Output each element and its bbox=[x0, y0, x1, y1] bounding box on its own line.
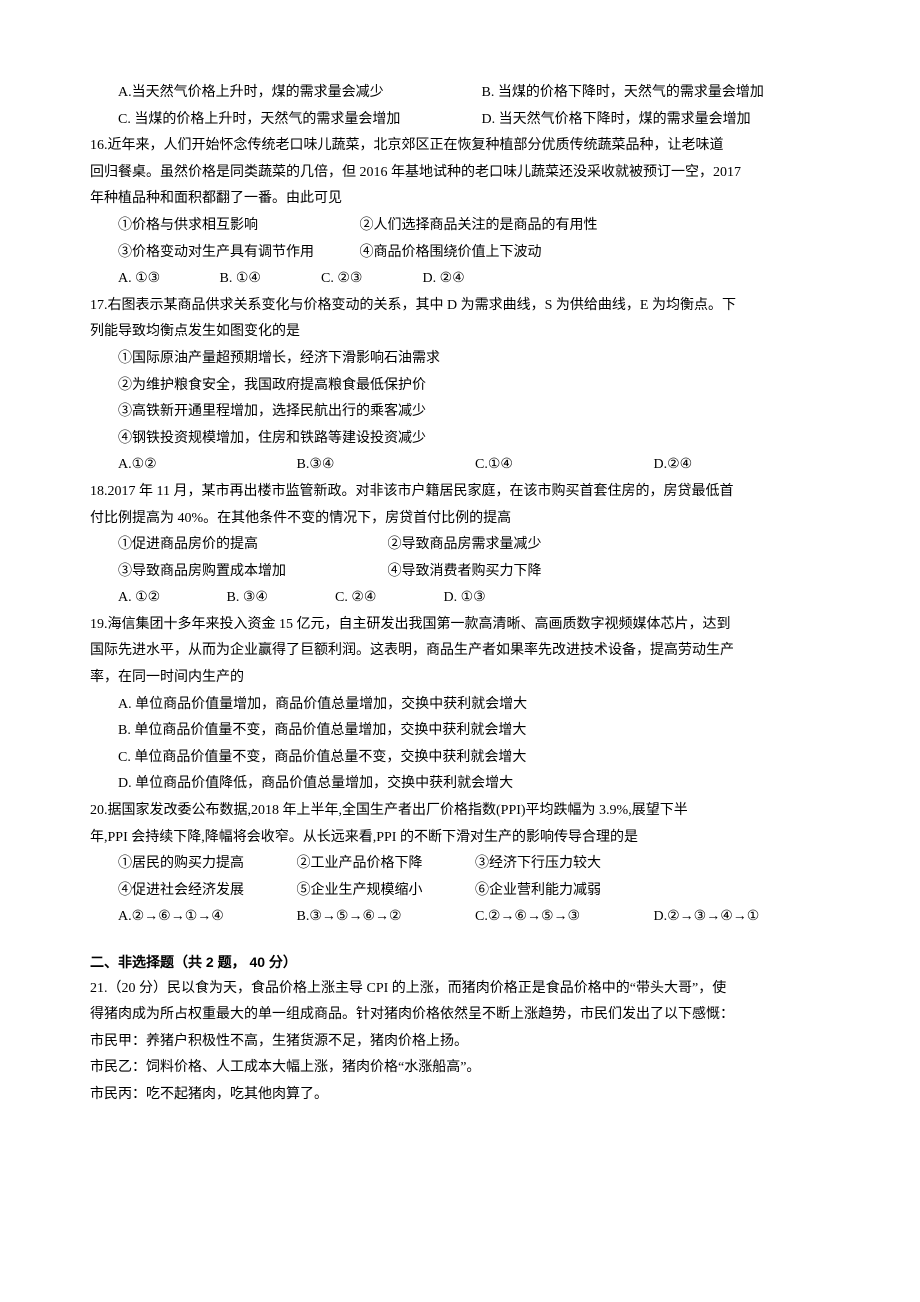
q18-option-row: A. ①② B. ③④ C. ②④ D. ①③ bbox=[90, 585, 830, 612]
q16-option-c: C. ②③ bbox=[321, 266, 419, 293]
q16-stem-line-1: 16.近年来，人们开始怀念传统老口味儿蔬菜，北京郊区正在恢复种植部分优质传统蔬菜… bbox=[90, 133, 830, 160]
q17-option-a: A.①② bbox=[118, 452, 293, 479]
q18-statement-4: ④导致消费者购买力下降 bbox=[388, 559, 542, 586]
q18-option-c: C. ②④ bbox=[335, 585, 440, 612]
q15-option-a: A.当天然气价格上升时，煤的需求量会减少 bbox=[118, 80, 478, 107]
q17-option-d: D.②④ bbox=[654, 452, 693, 479]
q20-option-row: A.②→⑥→①→④ B.③→⑤→⑥→② C.②→⑥→⑤→③ D.②→③→④→① bbox=[90, 904, 830, 931]
q18-statement-2: ②导致商品房需求量减少 bbox=[388, 532, 542, 559]
q17-option-row: A.①② B.③④ C.①④ D.②④ bbox=[90, 452, 830, 479]
q16-option-a: A. ①③ bbox=[118, 266, 216, 293]
q17-statement-2: ②为维护粮食安全，我国政府提高粮食最低保护价 bbox=[90, 373, 830, 400]
q20-option-d: D.②→③→④→① bbox=[654, 904, 760, 931]
q20-statement-6: ⑥企业营利能力减弱 bbox=[475, 878, 601, 905]
q15-option-c: C. 当煤的价格上升时，天然气的需求量会增加 bbox=[118, 107, 478, 134]
q16-option-d: D. ②④ bbox=[423, 266, 465, 293]
q16-stem-line-3: 年种植品种和面积都翻了一番。由此可见 bbox=[90, 186, 830, 213]
q19-option-a: A. 单位商品价值量增加，商品价值总量增加，交换中获利就会增大 bbox=[90, 692, 830, 719]
q21-stem-line-1: 21.（20 分）民以食为天，食品价格上涨主导 CPI 的上涨，而猪肉价格正是食… bbox=[90, 976, 830, 1003]
q17-statement-4: ④钢铁投资规模增加，住房和铁路等建设投资减少 bbox=[90, 426, 830, 453]
q19-option-c: C. 单位商品价值量不变，商品价值总量不变，交换中获利就会增大 bbox=[90, 745, 830, 772]
q16-statement-2: ②人们选择商品关注的是商品的有用性 bbox=[360, 213, 598, 240]
q18-statement-row-2: ③导致商品房购置成本增加 ④导致消费者购买力下降 bbox=[90, 559, 830, 586]
q19-stem-line-2: 国际先进水平，从而为企业赢得了巨额利润。这表明，商品生产者如果率先改进技术设备，… bbox=[90, 638, 830, 665]
q18-statement-1: ①促进商品房价的提高 bbox=[118, 532, 384, 559]
q20-stem-line-1: 20.据国家发改委公布数据,2018 年上半年,全国生产者出厂价格指数(PPI)… bbox=[90, 798, 830, 825]
q15-option-row-1: A.当天然气价格上升时，煤的需求量会减少 B. 当煤的价格下降时，天然气的需求量… bbox=[90, 80, 830, 107]
q20-statement-3: ③经济下行压力较大 bbox=[475, 851, 601, 878]
q15-option-b: B. 当煤的价格下降时，天然气的需求量会增加 bbox=[482, 80, 764, 107]
q16-stem-line-2: 回归餐桌。虽然价格是同类蔬菜的几倍，但 2016 年基地试种的老口味儿蔬菜还没采… bbox=[90, 160, 830, 187]
q18-option-b: B. ③④ bbox=[227, 585, 332, 612]
q16-option-row: A. ①③ B. ①④ C. ②③ D. ②④ bbox=[90, 266, 830, 293]
q17-statement-1: ①国际原油产量超预期增长，经济下滑影响石油需求 bbox=[90, 346, 830, 373]
q20-statement-2: ②工业产品价格下降 bbox=[297, 851, 472, 878]
q17-statement-3: ③高铁新开通里程增加，选择民航出行的乘客减少 bbox=[90, 399, 830, 426]
q21-stem-1-text: （20 分）民以食为天，食品价格上涨主导 CPI 的上涨，而猪肉价格正是食品价格… bbox=[108, 981, 727, 996]
q16-statement-1: ①价格与供求相互影响 bbox=[118, 213, 356, 240]
q20-option-b: B.③→⑤→⑥→② bbox=[297, 904, 472, 931]
q20-statement-4: ④促进社会经济发展 bbox=[118, 878, 293, 905]
q18-option-a: A. ①② bbox=[118, 585, 223, 612]
q20-statement-row-1: ①居民的购买力提高 ②工业产品价格下降 ③经济下行压力较大 bbox=[90, 851, 830, 878]
q20-statement-row-2: ④促进社会经济发展 ⑤企业生产规模缩小 ⑥企业营利能力减弱 bbox=[90, 878, 830, 905]
q21-citizen-c: 市民丙：吃不起猪肉，吃其他肉算了。 bbox=[90, 1082, 830, 1109]
q16-statement-row-2: ③价格变动对生产具有调节作用 ④商品价格围绕价值上下波动 bbox=[90, 240, 830, 267]
q19-stem-line-3: 率，在同一时间内生产的 bbox=[90, 665, 830, 692]
q19-stem-line-1: 19.海信集团十多年来投入资金 15 亿元，自主研发出我国第一款高清晰、高画质数… bbox=[90, 612, 830, 639]
q18-statement-3: ③导致商品房购置成本增加 bbox=[118, 559, 384, 586]
q17-stem-line-1: 17.右图表示某商品供求关系变化与价格变动的关系，其中 D 为需求曲线，S 为供… bbox=[90, 293, 830, 320]
q17-option-c: C.①④ bbox=[475, 452, 650, 479]
q21-stem-line-2: 得猪肉成为所占权重最大的单一组成商品。针对猪肉价格依然呈不断上涨趋势，市民们发出… bbox=[90, 1002, 830, 1029]
q16-statement-row-1: ①价格与供求相互影响 ②人们选择商品关注的是商品的有用性 bbox=[90, 213, 830, 240]
q18-stem-line-2: 付比例提高为 40%。在其他条件不变的情况下，房贷首付比例的提高 bbox=[90, 506, 830, 533]
q16-statement-3: ③价格变动对生产具有调节作用 bbox=[118, 240, 356, 267]
q15-option-row-2: C. 当煤的价格上升时，天然气的需求量会增加 D. 当天然气价格下降时，煤的需求… bbox=[90, 107, 830, 134]
q15-option-d: D. 当天然气价格下降时，煤的需求量会增加 bbox=[482, 107, 751, 134]
q20-statement-5: ⑤企业生产规模缩小 bbox=[297, 878, 472, 905]
q17-stem-line-2: 列能导致均衡点发生如图变化的是 bbox=[90, 319, 830, 346]
q19-option-d: D. 单位商品价值降低，商品价值总量增加，交换中获利就会增大 bbox=[90, 771, 830, 798]
q20-statement-1: ①居民的购买力提高 bbox=[118, 851, 293, 878]
section-2-heading: 二、非选择题（共 2 题， 40 分） bbox=[90, 949, 830, 976]
q18-stem-line-1: 18.2017 年 11 月，某市再出楼市监管新政。对非该市户籍居民家庭，在该市… bbox=[90, 479, 830, 506]
q16-statement-4: ④商品价格围绕价值上下波动 bbox=[360, 240, 542, 267]
q18-statement-row-1: ①促进商品房价的提高 ②导致商品房需求量减少 bbox=[90, 532, 830, 559]
q20-option-a: A.②→⑥→①→④ bbox=[118, 904, 293, 931]
q18-option-d: D. ①③ bbox=[444, 585, 486, 612]
q21-citizen-b: 市民乙：饲料价格、人工成本大幅上涨，猪肉价格“水涨船高”。 bbox=[90, 1055, 830, 1082]
q20-option-c: C.②→⑥→⑤→③ bbox=[475, 904, 650, 931]
q21-number: 21. bbox=[90, 981, 108, 996]
q19-option-b: B. 单位商品价值量不变，商品价值总量增加，交换中获利就会增大 bbox=[90, 718, 830, 745]
q20-stem-line-2: 年,PPI 会持续下降,降幅将会收窄。从长远来看,PPI 的不断下滑对生产的影响… bbox=[90, 825, 830, 852]
q17-option-b: B.③④ bbox=[297, 452, 472, 479]
q16-option-b: B. ①④ bbox=[220, 266, 318, 293]
q21-citizen-a: 市民甲：养猪户积极性不高，生猪货源不足，猪肉价格上扬。 bbox=[90, 1029, 830, 1056]
